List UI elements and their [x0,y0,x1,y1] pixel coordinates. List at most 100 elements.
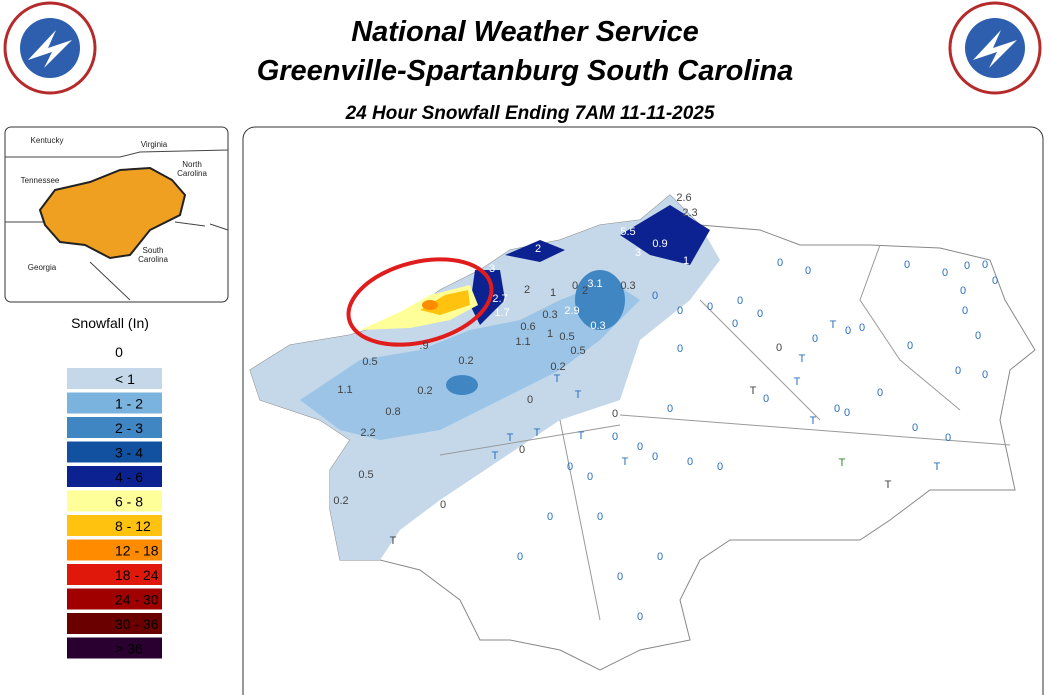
station-value: 0.3 [590,320,605,332]
station-value: 2.6 [676,192,691,204]
station-value: 1.1 [515,336,530,348]
legend-swatch [67,490,162,512]
legend-label: 2 - 3 [115,420,143,436]
station-value: 0 [517,551,523,563]
station-value: 2.3 [682,207,697,219]
station-value: 0 [992,275,998,287]
legend-label: 6 - 8 [115,494,143,510]
snow-area [300,280,640,440]
legend-label: 8 - 12 [115,518,151,534]
legend-swatch [67,466,162,487]
snow-area [620,205,710,265]
station-value: 0 [776,342,782,354]
station-value: 0 [812,333,818,345]
station-value: 0 [907,340,913,352]
station-value: 0 [962,305,968,317]
station-value: 2 [524,284,530,296]
station-value: 0 [845,325,851,337]
legend-label: 30 - 36 [115,616,159,632]
station-value: 0.2 [333,495,348,507]
inset-label: Kentucky [30,136,64,145]
title: National Weather Service [351,16,699,48]
legend-swatch [67,637,162,659]
legend-swatch [67,515,162,536]
station-value: 3.1 [587,278,602,290]
station-value: 0 [527,394,533,406]
inset-label: Virginia [140,140,168,149]
legend-title: Snowfall (In) [71,315,149,331]
station-value: 0 [717,461,723,473]
station-value: T [534,427,541,439]
station-value: 3 [489,263,495,275]
legend-label: 1 - 2 [115,396,143,412]
station-value: T [578,430,585,442]
station-value: T [810,415,817,427]
station-value: 0 [652,451,658,463]
station-value: 3 [635,247,641,259]
station-value: 0 [567,461,573,473]
station-value: T [830,319,837,331]
station-value: 0 [677,343,683,355]
county-lines [439,244,1011,621]
legend-label: 3 - 4 [115,445,143,461]
station-value: 0 [597,511,603,523]
inset-label: South Carolina [138,246,168,264]
inset-label: Georgia [27,263,57,272]
station-value: 1 [550,287,556,299]
station-value: 0 [844,407,850,419]
station-value: 0 [982,259,988,271]
station-value: 0 [777,257,783,269]
station-value: 2 [582,285,588,297]
station-value: 0 [440,499,446,511]
station-value: 0 [960,285,966,297]
station-value: T [885,479,892,491]
legend-swatch [67,368,162,389]
station-value: 0.6 [520,321,535,333]
station-value: 0 [955,365,961,377]
legend-zero: 0 [115,344,123,360]
legend-label: 24 - 30 [115,592,159,608]
highlight-circle [346,257,494,347]
station-value: 0 [572,280,578,292]
station-value: 2.7 [492,293,507,305]
station-value: 0.3 [620,280,635,292]
station-value: 0 [975,330,981,342]
station-value: 1 [683,255,689,267]
station-value: 2.2 [360,427,375,439]
station-value: 0.3 [542,309,557,321]
legend-swatch [67,441,162,463]
station-value: 0 [757,308,763,320]
station-value: T [507,432,514,444]
station-value: 0 [617,571,623,583]
station-value: 0 [677,305,683,317]
inset-borders [5,149,229,301]
legend-swatch [67,392,162,414]
station-value: 0 [652,290,658,302]
legend-label: < 1 [115,371,135,387]
station-value: T [799,353,806,365]
station-value: T [390,535,397,547]
snow-area [422,300,438,310]
station-value: 2 [535,243,541,255]
legend: Snowfall (In) 0 < 1 1 - 2 2 - 3 3 - 4 4 - 6 6 -… [67,315,162,659]
station-value: 0 [859,322,865,334]
legend-swatch [67,417,162,438]
station-value: T [934,461,941,473]
station-value: 0 [877,387,883,399]
noaa-logo [948,1,1042,95]
station-value: 0 [964,260,970,272]
snow-area [575,270,625,330]
station-value: 0.5 [559,331,574,343]
inset-label: Tennessee [20,176,60,185]
station-value: T [750,385,757,397]
station-value: 5.5 [620,226,635,238]
station-value: 0 [982,369,988,381]
legend-label: > 36 [115,641,143,657]
station-value: 0.5 [358,469,373,481]
station-value: T [839,457,846,469]
station-value: T [575,389,582,401]
station-value: .9 [419,340,428,352]
legend-label: 4 - 6 [115,469,143,485]
